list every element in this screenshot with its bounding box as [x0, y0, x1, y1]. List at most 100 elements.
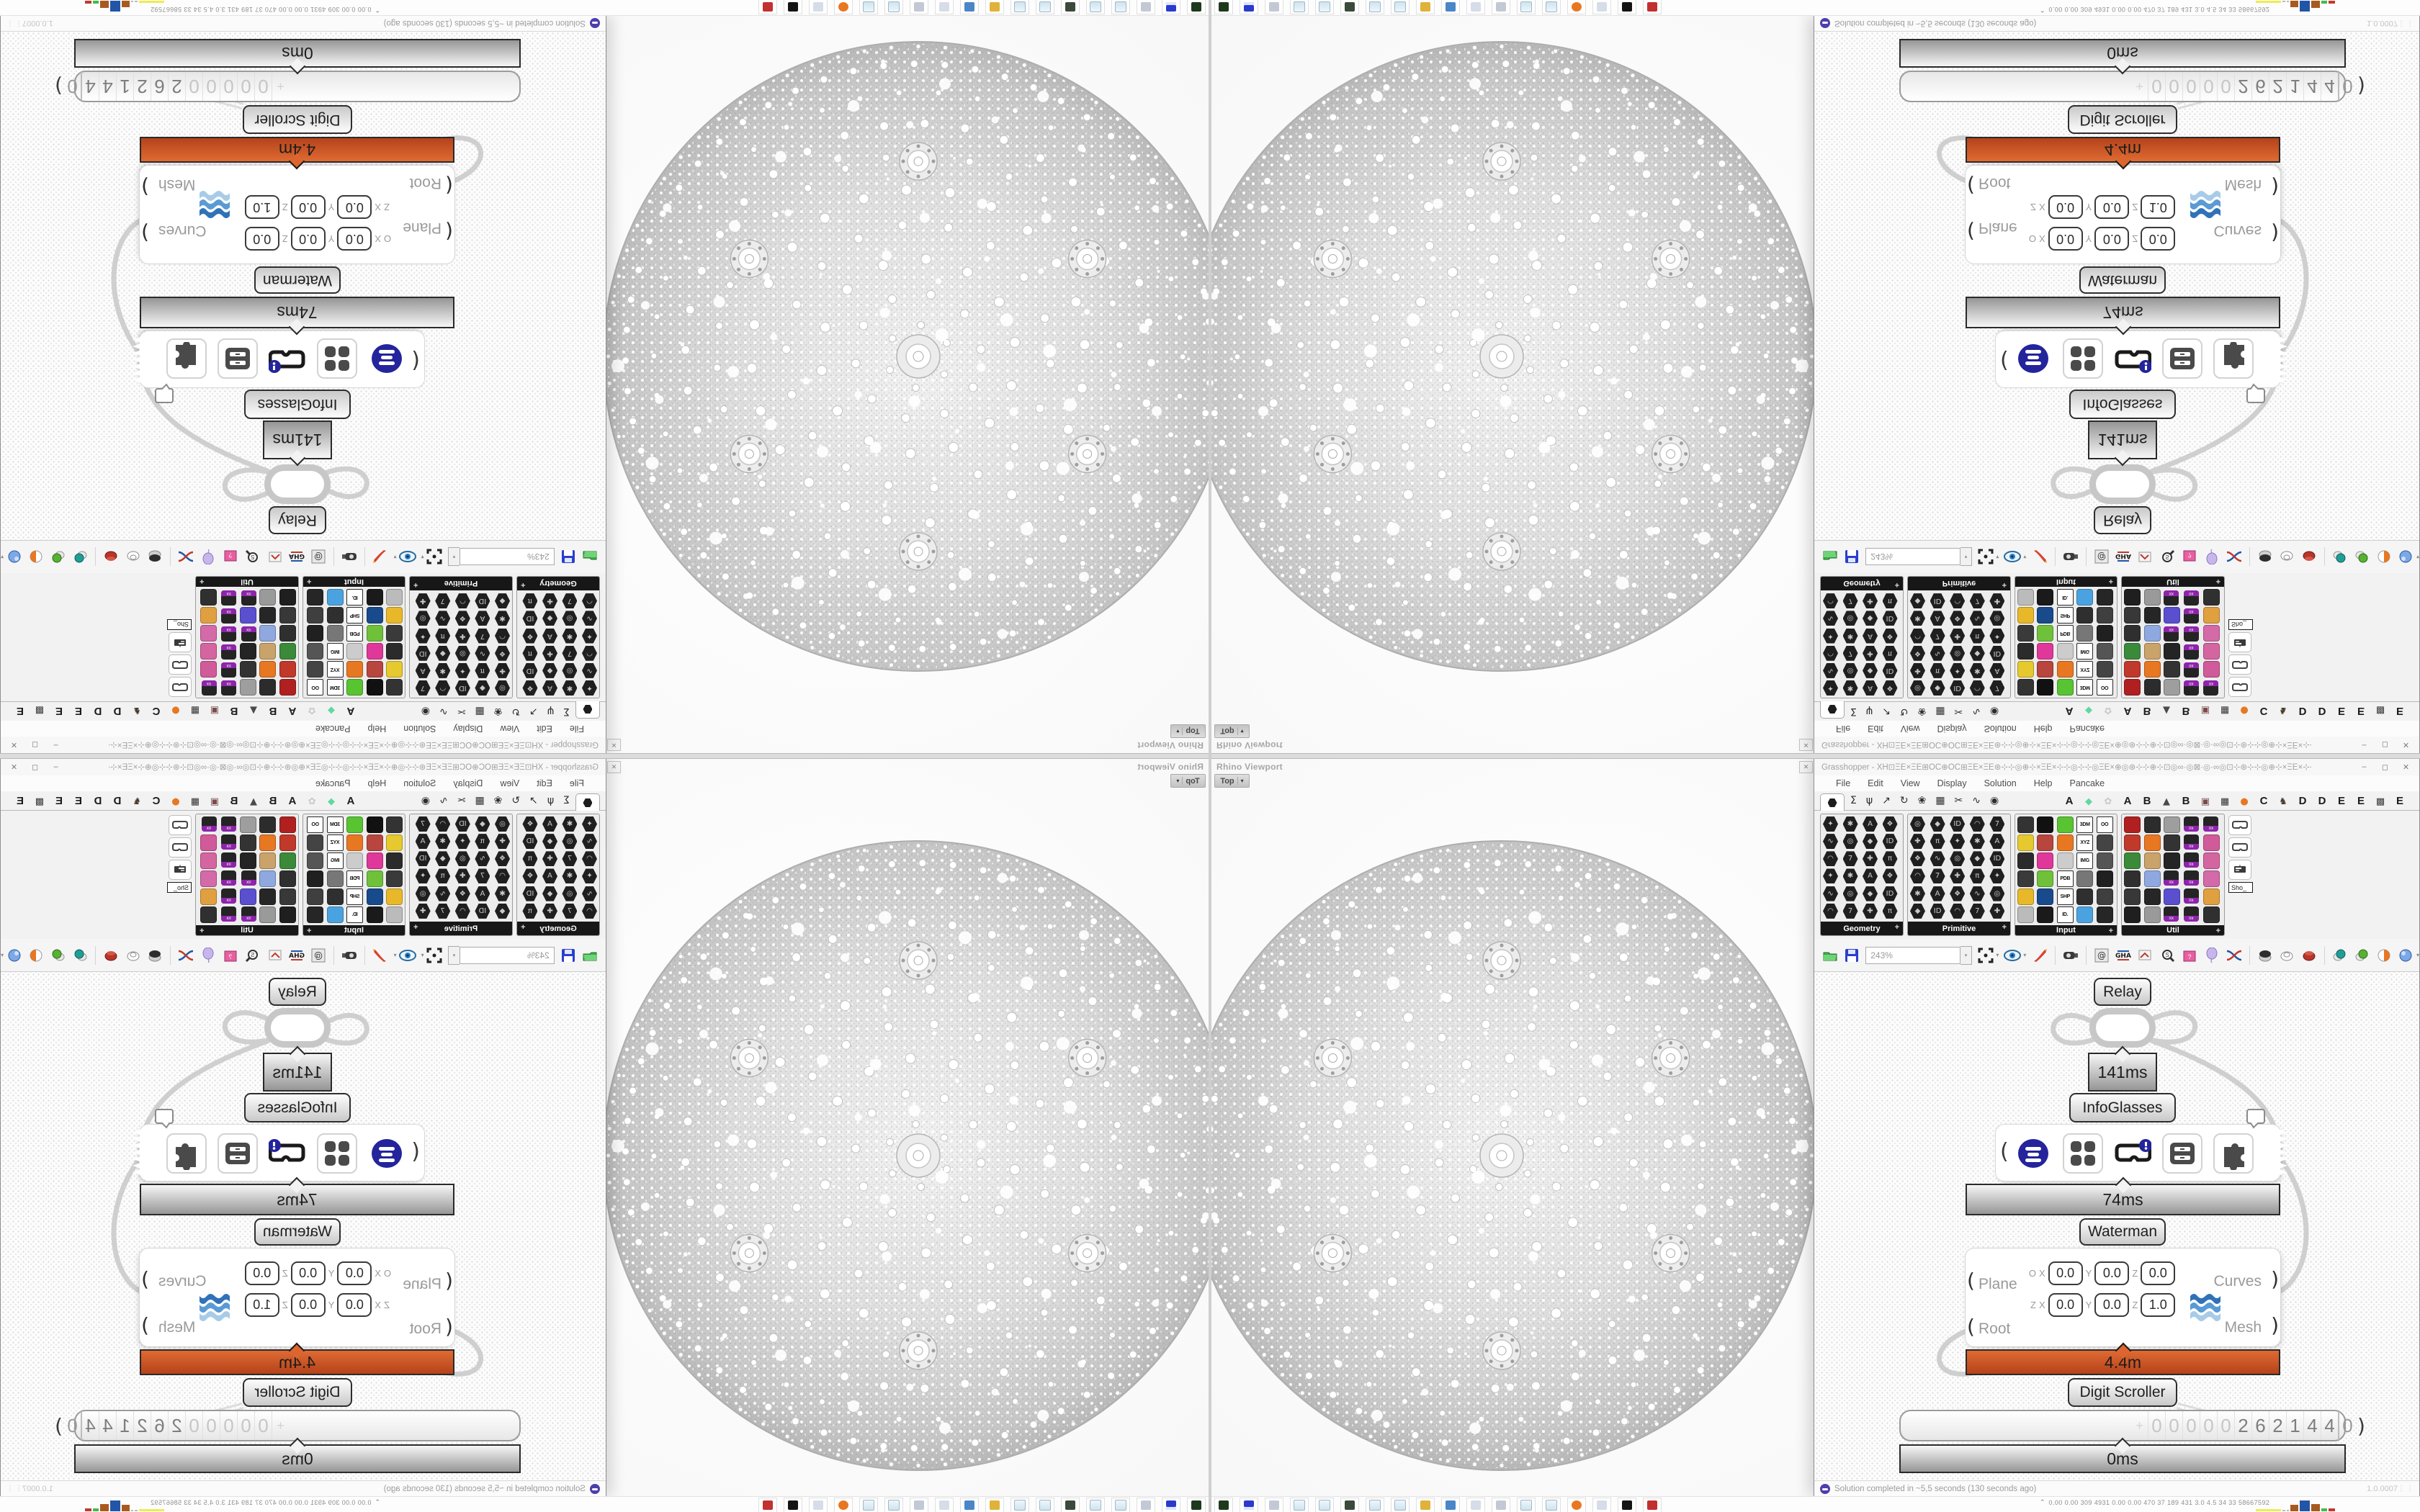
component-icon[interactable]	[2183, 816, 2199, 832]
category-tab-icon[interactable]: Σ	[1850, 706, 1857, 717]
component-icon[interactable]: π	[1969, 868, 1985, 884]
component-icon[interactable]: ✦	[1823, 868, 1838, 884]
grid-squares-icon[interactable]	[317, 1133, 357, 1174]
plugin-tab-a[interactable]: A	[288, 794, 297, 807]
component-icon[interactable]	[2203, 870, 2220, 887]
gem-icon[interactable]: ◆	[2085, 705, 2092, 716]
component-icon[interactable]: SHP	[2056, 607, 2074, 624]
taskbar-app-notepad[interactable]	[1086, 0, 1105, 14]
taskbar-app-firefox[interactable]	[834, 0, 853, 14]
shield-icon[interactable]: ▣	[2200, 705, 2210, 716]
component-icon[interactable]	[2164, 590, 2179, 606]
component-icon[interactable]: ◠	[435, 816, 450, 832]
relay-component[interactable]	[264, 1008, 331, 1048]
component-icon[interactable]	[2017, 679, 2034, 696]
component-icon[interactable]: 7	[435, 904, 450, 919]
component-icon[interactable]: ◆	[1910, 903, 1925, 919]
component-icon[interactable]: ID	[523, 663, 538, 678]
component-icon[interactable]	[2037, 661, 2054, 678]
menu-pancake[interactable]: Pancake	[315, 724, 351, 734]
taskbar-app-floppy-64[interactable]	[1240, 1498, 1258, 1512]
taskbar-app-badge-red[interactable]	[1643, 1498, 1662, 1512]
close-button[interactable]: ✕	[10, 740, 18, 750]
category-tab-icon[interactable]: ↗	[529, 706, 538, 717]
component-icon[interactable]: ◎	[416, 611, 431, 626]
component-icon[interactable]: ◠	[495, 629, 510, 644]
digit[interactable]: 2	[2269, 72, 2286, 101]
component-icon[interactable]	[279, 589, 296, 606]
list-navy-icon[interactable]	[368, 340, 405, 377]
category-tab-icon[interactable]: ∿	[1972, 795, 1981, 806]
component-icon[interactable]: ◎	[1989, 886, 2005, 901]
taskbar-app-floppy-64[interactable]	[1162, 0, 1180, 14]
component-icon[interactable]: ◆	[1969, 851, 1985, 867]
component-icon[interactable]	[307, 625, 324, 642]
component-icon[interactable]: ❖	[1883, 629, 1898, 644]
category-tab-icon[interactable]: ↗	[1882, 795, 1891, 806]
category-tab-icon[interactable]: ◉	[1990, 795, 1999, 806]
digit[interactable]: 0	[255, 72, 272, 101]
component-icon[interactable]	[2096, 661, 2113, 678]
grid-dots-icon[interactable]: ▩	[35, 796, 45, 807]
resize-grip[interactable]: ⋮⋮	[5, 19, 22, 27]
relay-group-label[interactable]: Relay	[269, 506, 326, 534]
goggles-icon[interactable]	[169, 654, 192, 675]
close-button[interactable]: ✕	[10, 762, 18, 772]
plugin-tab-b[interactable]: B	[2182, 705, 2190, 718]
palette-expand-icon[interactable]: +	[2215, 577, 2220, 585]
menu-edit[interactable]: Edit	[537, 778, 552, 788]
component-icon[interactable]: ✱	[563, 629, 578, 644]
taskbar-app-calculator[interactable]	[935, 0, 954, 14]
component-icon[interactable]	[2037, 852, 2054, 869]
palette-expand-icon[interactable]: +	[2108, 577, 2113, 585]
digit-scroller-group-label[interactable]: Digit Scroller	[2068, 105, 2177, 134]
component-icon[interactable]	[2037, 870, 2054, 887]
infoglasses-widget-node[interactable]: (	[1996, 1125, 2287, 1181]
component-icon[interactable]	[241, 626, 256, 642]
component-icon[interactable]	[2164, 607, 2181, 624]
component-icon[interactable]: ◆	[475, 680, 490, 696]
component-icon[interactable]: ◆	[542, 611, 557, 626]
speech-bubble-icon[interactable]	[2246, 1109, 2265, 1124]
grid-dots-icon[interactable]: ▩	[2375, 796, 2385, 807]
component-icon[interactable]: ✱	[495, 611, 510, 626]
palette-expand-icon[interactable]: +	[1894, 923, 1899, 932]
mountain-icon[interactable]: ▲	[2163, 796, 2170, 807]
component-icon[interactable]: ◆	[495, 593, 510, 608]
taskbar-app-notepad[interactable]	[1315, 1498, 1334, 1512]
digit[interactable]: 1	[2286, 72, 2303, 101]
goggles-badge-icon[interactable]	[2114, 1135, 2151, 1172]
palette-label[interactable]: Util +	[2122, 925, 2224, 935]
tab-params[interactable]	[575, 793, 600, 811]
resize-grip[interactable]: ⋮⋮	[2398, 19, 2415, 27]
menu-solution[interactable]: Solution	[1984, 724, 2017, 734]
panel-close-button[interactable]: ✕	[1799, 761, 1813, 773]
ball-orange-icon[interactable]	[28, 548, 45, 567]
component-icon[interactable]: ✚	[1989, 903, 2005, 919]
component-icon[interactable]	[366, 870, 383, 887]
taskbar-app-notepad[interactable]	[1111, 1498, 1130, 1512]
component-icon[interactable]: ID	[455, 816, 470, 832]
component-icon[interactable]	[2164, 834, 2181, 851]
component-icon[interactable]: ◠	[1970, 680, 1985, 696]
component-icon[interactable]: ❖	[1883, 680, 1898, 696]
component-icon[interactable]: ✚	[455, 868, 470, 883]
chevron-down-icon[interactable]: ▾	[393, 952, 397, 958]
close-button[interactable]: ✕	[2402, 740, 2410, 750]
component-icon[interactable]: ∿	[582, 611, 597, 626]
relay-group-label[interactable]: Relay	[2094, 978, 2151, 1006]
component-icon[interactable]: π	[435, 629, 450, 644]
component-icon[interactable]: ◎	[455, 646, 470, 661]
component-icon[interactable]	[239, 607, 256, 624]
component-icon[interactable]: ✱	[1842, 868, 1858, 884]
component-icon[interactable]	[239, 852, 256, 869]
taskbar-app-notepad[interactable]	[1391, 0, 1410, 14]
pin-green-icon[interactable]	[2353, 548, 2370, 567]
mesh-output-jack[interactable]: )	[141, 1313, 149, 1337]
minimize-button[interactable]: –	[53, 762, 58, 771]
plugin-tab-b[interactable]: B	[230, 705, 238, 718]
component-icon[interactable]: ID	[1883, 611, 1898, 626]
component-icon[interactable]	[221, 626, 237, 642]
component-icon[interactable]: ✚	[542, 904, 557, 919]
component-icon[interactable]: ✱	[563, 680, 578, 696]
